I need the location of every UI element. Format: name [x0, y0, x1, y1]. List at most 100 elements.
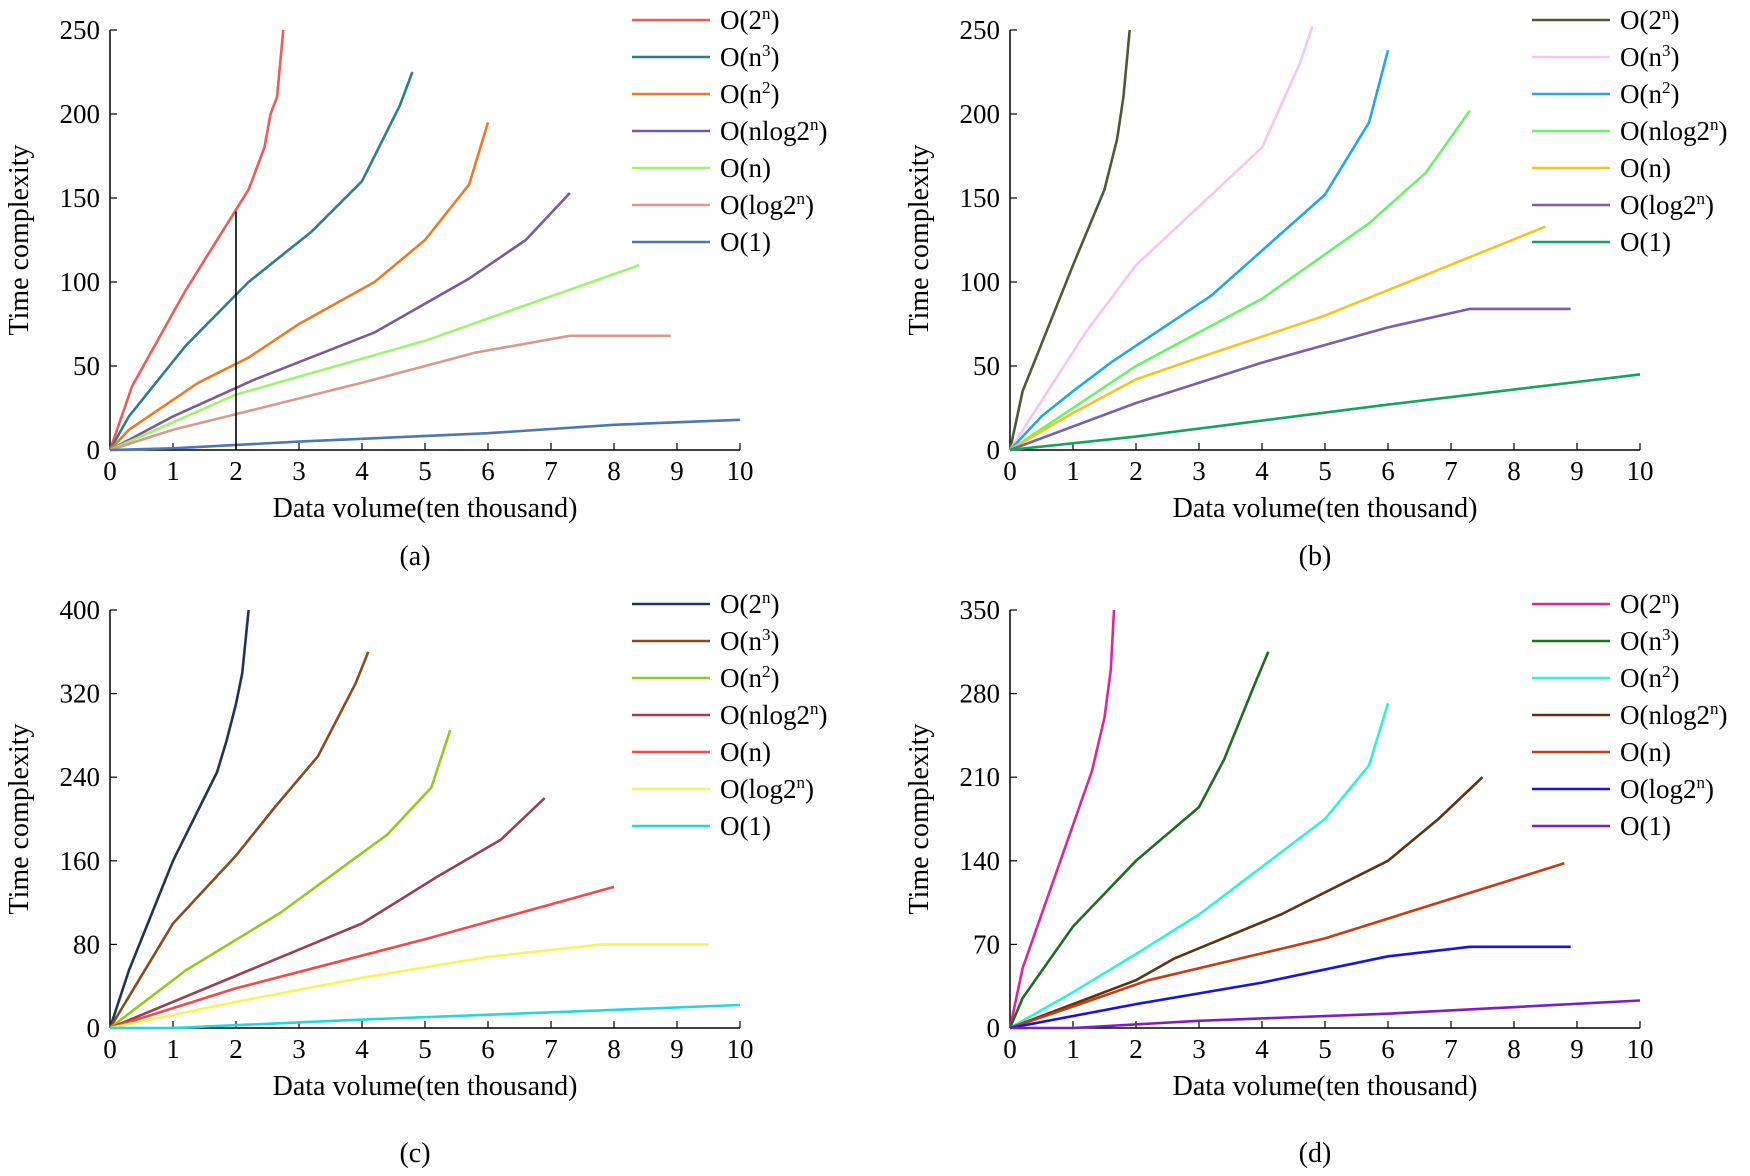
- x-tick-label: 7: [1444, 1034, 1458, 1064]
- legend-label: O(nlog2n): [1620, 115, 1728, 146]
- y-tick-label: 160: [60, 846, 101, 876]
- series-line-6: [109, 943, 709, 1030]
- x-tick-label: 10: [727, 456, 754, 486]
- y-tick-label: 250: [960, 15, 1001, 45]
- x-tick-label: 6: [481, 1034, 495, 1064]
- x-tick-label: 9: [670, 456, 684, 486]
- panel-caption: (d): [1299, 1138, 1332, 1169]
- y-tick-label: 100: [960, 267, 1001, 297]
- legend-label: O(nlog2n): [720, 115, 828, 146]
- panel-caption: (a): [399, 541, 430, 572]
- legend-label: O(n): [1620, 153, 1671, 183]
- x-tick-label: 1: [166, 456, 180, 486]
- x-tick-label: 2: [1129, 1034, 1143, 1064]
- series-line-7: [1009, 373, 1641, 452]
- x-tick-label: 0: [1003, 1034, 1017, 1064]
- series-line-3: [109, 122, 490, 451]
- y-tick-label: 400: [60, 595, 101, 625]
- legend-label: O(n2): [720, 662, 780, 693]
- series-line-7: [109, 418, 741, 452]
- x-tick-label: 4: [1255, 1034, 1269, 1064]
- panel-caption: (c): [399, 1138, 430, 1169]
- x-tick-label: 1: [1066, 1034, 1080, 1064]
- x-tick-label: 1: [166, 1034, 180, 1064]
- series-line-1: [1008, 29, 1131, 451]
- x-tick-label: 6: [1381, 1034, 1395, 1064]
- series-line-5: [109, 885, 615, 1030]
- x-tick-label: 9: [1570, 456, 1584, 486]
- legend-label: O(n3): [1620, 41, 1680, 72]
- series-line-5: [1009, 225, 1546, 452]
- x-tick-label: 2: [229, 456, 243, 486]
- series-line-1: [108, 609, 250, 1029]
- x-tick-label: 8: [1507, 1034, 1521, 1064]
- x-tick-label: 8: [1507, 456, 1521, 486]
- series-line-2: [108, 651, 370, 1029]
- x-tick-label: 6: [481, 456, 495, 486]
- legend-label: O(n3): [1620, 625, 1680, 656]
- series-line-2: [1008, 26, 1314, 451]
- x-tick-label: 10: [1627, 456, 1654, 486]
- legend-label: O(log2n): [1620, 189, 1714, 220]
- legend-label: O(n): [720, 737, 771, 767]
- x-tick-label: 10: [1627, 1034, 1654, 1064]
- y-axis-title: Time complexity: [904, 723, 935, 914]
- series-line-5: [109, 263, 640, 452]
- legend-label: O(n2): [720, 78, 780, 109]
- x-tick-label: 5: [1318, 456, 1332, 486]
- y-tick-label: 100: [60, 267, 101, 297]
- legend-label: O(n): [720, 153, 771, 183]
- series-line-4: [109, 797, 546, 1030]
- x-tick-label: 2: [1129, 456, 1143, 486]
- legend-label: O(2n): [1620, 4, 1680, 35]
- x-axis-title: Data volume(ten thousand): [273, 493, 578, 524]
- chart-panel-4: 0 70 140 210 280 350 0 1 2 3 4 5 6 7 8 9 10 Data volume(t…: [904, 588, 1728, 1169]
- x-tick-label: 5: [1318, 1034, 1332, 1064]
- legend-label: O(1): [720, 227, 771, 257]
- legend-label: O(n3): [720, 41, 780, 72]
- y-tick-label: 50: [973, 351, 1000, 381]
- legend-label: O(n2): [1620, 78, 1680, 109]
- y-tick-label: 0: [87, 1013, 101, 1043]
- chart-panel-1: 0 50 100 150 200 250 0 1 2 3 4 5 6 7 8 9 10 Data volume(t…: [4, 4, 828, 572]
- y-axis-title: Time complexity: [4, 144, 35, 335]
- y-tick-label: 0: [87, 435, 101, 465]
- series-line-1: [1008, 609, 1116, 1029]
- y-tick-label: 350: [960, 595, 1001, 625]
- y-tick-label: 210: [960, 762, 1001, 792]
- series-line-1: [108, 29, 285, 451]
- x-tick-label: 3: [292, 1034, 306, 1064]
- series-line-5: [1009, 861, 1565, 1030]
- legend-label: O(2n): [720, 588, 780, 619]
- y-tick-label: 140: [960, 846, 1001, 876]
- x-tick-label: 0: [103, 1034, 117, 1064]
- x-tick-label: 3: [1192, 1034, 1206, 1064]
- legend-label: O(nlog2n): [1620, 699, 1728, 730]
- x-axis-title: Data volume(ten thousand): [1173, 1071, 1478, 1102]
- y-tick-label: 0: [987, 435, 1001, 465]
- legend-label: O(n2): [1620, 662, 1680, 693]
- series-line-6: [109, 334, 671, 452]
- legend-label: O(log2n): [720, 189, 814, 220]
- series-line-2: [1008, 651, 1270, 1029]
- y-tick-label: 320: [60, 679, 101, 709]
- x-tick-label: 8: [607, 1034, 621, 1064]
- x-tick-label: 0: [1003, 456, 1017, 486]
- x-tick-label: 3: [1192, 456, 1206, 486]
- x-tick-label: 4: [355, 456, 369, 486]
- y-tick-label: 250: [60, 15, 101, 45]
- x-tick-label: 4: [355, 1034, 369, 1064]
- legend-label: O(2n): [1620, 588, 1680, 619]
- legend-label: O(log2n): [1620, 773, 1714, 804]
- series-line-6: [1009, 945, 1571, 1030]
- legend-label: O(n3): [720, 625, 780, 656]
- x-tick-label: 6: [1381, 456, 1395, 486]
- x-tick-label: 7: [544, 456, 558, 486]
- y-tick-label: 70: [973, 929, 1000, 959]
- series-line-4: [1009, 109, 1471, 452]
- x-axis-title: Data volume(ten thousand): [273, 1071, 578, 1102]
- legend-label: O(2n): [720, 4, 780, 35]
- x-tick-label: 7: [1444, 456, 1458, 486]
- x-tick-label: 5: [418, 456, 432, 486]
- y-tick-label: 150: [60, 183, 101, 213]
